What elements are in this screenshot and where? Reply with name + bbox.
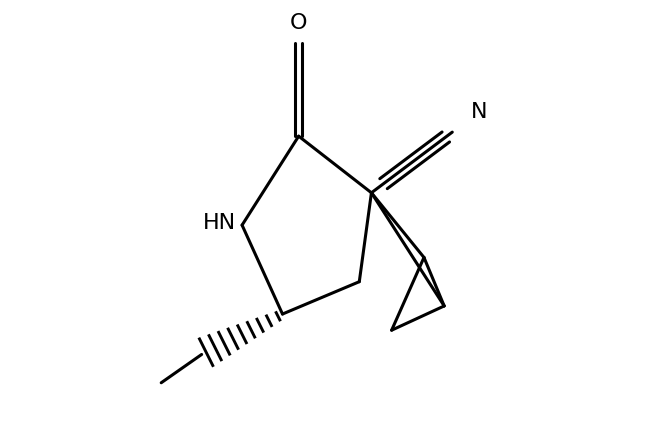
Text: O: O <box>290 13 307 33</box>
Text: HN: HN <box>203 213 236 233</box>
Text: N: N <box>471 102 487 122</box>
